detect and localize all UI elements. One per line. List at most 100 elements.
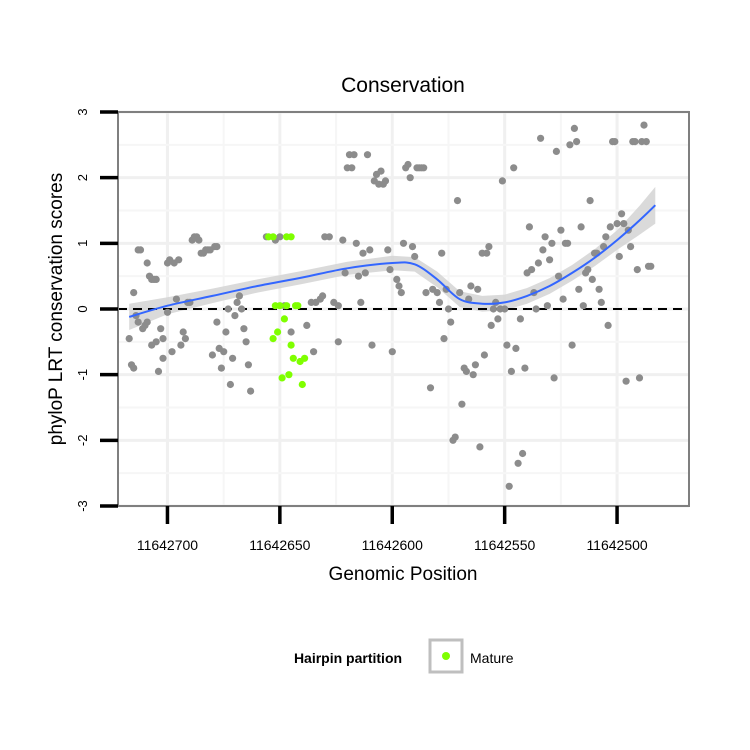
data-point (134, 318, 142, 326)
data-point (512, 344, 520, 352)
data-point (440, 335, 448, 343)
confidence-band (129, 186, 656, 330)
data-point (642, 138, 650, 146)
data-point (136, 246, 145, 254)
x-tick-label: 11642500 (586, 537, 647, 553)
data-point (503, 341, 511, 349)
data-point (130, 289, 138, 297)
data-point (426, 384, 435, 392)
data-point (618, 210, 626, 218)
data-point (213, 318, 221, 326)
mature-point (285, 371, 293, 379)
y-tick-label: -2 (75, 435, 90, 447)
data-point (233, 298, 241, 306)
smooth-line (128, 204, 657, 318)
data-point (231, 312, 239, 320)
data-point (573, 138, 581, 146)
data-point (647, 262, 655, 270)
data-point (546, 256, 554, 264)
data-point (498, 177, 506, 185)
data-point (130, 364, 138, 372)
data-point (501, 305, 509, 313)
mature-points (265, 233, 309, 389)
data-point (525, 223, 534, 231)
data-point (458, 400, 466, 408)
data-point (467, 282, 475, 290)
data-point (633, 266, 641, 274)
data-point (381, 177, 390, 185)
data-point (521, 364, 529, 372)
data-point (325, 233, 333, 241)
data-point (226, 380, 234, 389)
y-axis: -3 -2 -1 0 1 2 3 (75, 108, 118, 512)
data-point (575, 285, 583, 293)
data-point (485, 243, 493, 251)
data-point (368, 341, 376, 349)
data-point (620, 220, 628, 228)
x-tick-label: 11642650 (249, 537, 310, 553)
legend-label-mature: Mature (470, 650, 514, 666)
data-point (393, 275, 401, 283)
data-point (350, 151, 358, 159)
x-axis-title: Genomic Position (329, 564, 478, 585)
data-point (539, 246, 547, 254)
data-point (159, 354, 167, 362)
data-point (152, 338, 160, 346)
data-point (613, 220, 621, 228)
mature-point (269, 233, 277, 241)
data-point (494, 315, 502, 323)
data-point (476, 443, 484, 451)
data-point (631, 138, 639, 146)
data-point (577, 223, 585, 231)
data-point (606, 223, 614, 231)
data-point (519, 449, 527, 458)
y-tick-label: 3 (75, 108, 90, 115)
y-axis-title: phyloP LRT conservation scores (46, 173, 67, 446)
data-point (611, 138, 619, 146)
data-point (543, 302, 552, 310)
data-point (240, 325, 248, 333)
y-tick-label: -3 (75, 500, 90, 512)
mature-point (289, 354, 297, 362)
data-point (552, 147, 561, 155)
data-point (177, 341, 185, 349)
data-point (480, 351, 488, 359)
mature-point (301, 354, 309, 362)
data-point (532, 305, 540, 313)
data-point (555, 272, 563, 280)
data-point (514, 459, 522, 467)
data-point (451, 433, 459, 441)
data-point (548, 239, 556, 247)
data-point (154, 367, 163, 375)
data-point (354, 272, 363, 280)
y-tick-label: 1 (75, 240, 90, 247)
y-tick-label: 2 (75, 174, 90, 181)
mature-point (287, 233, 295, 241)
data-point (570, 124, 579, 132)
data-point (507, 367, 515, 375)
data-point (213, 243, 221, 251)
legend-key-dot (442, 652, 450, 660)
data-point (550, 374, 558, 382)
chart-title: Conservation (341, 74, 465, 97)
data-point (627, 243, 635, 251)
data-point (287, 328, 295, 336)
x-axis: 11642700 11642650 11642600 11642550 11642500 (137, 506, 648, 553)
data-point (456, 289, 464, 297)
data-point (462, 367, 470, 375)
data-point (159, 335, 167, 343)
data-point (220, 348, 228, 356)
data-point (469, 371, 477, 379)
data-point (408, 243, 417, 251)
data-point (395, 282, 403, 290)
data-point (244, 361, 252, 369)
data-point (584, 266, 592, 274)
data-point (361, 269, 369, 277)
data-point (404, 160, 412, 169)
data-point (453, 197, 462, 205)
data-point (366, 246, 374, 254)
data-point (208, 351, 216, 359)
data-point (420, 164, 428, 172)
x-tick-label: 11642600 (362, 537, 423, 553)
data-point (175, 256, 183, 264)
